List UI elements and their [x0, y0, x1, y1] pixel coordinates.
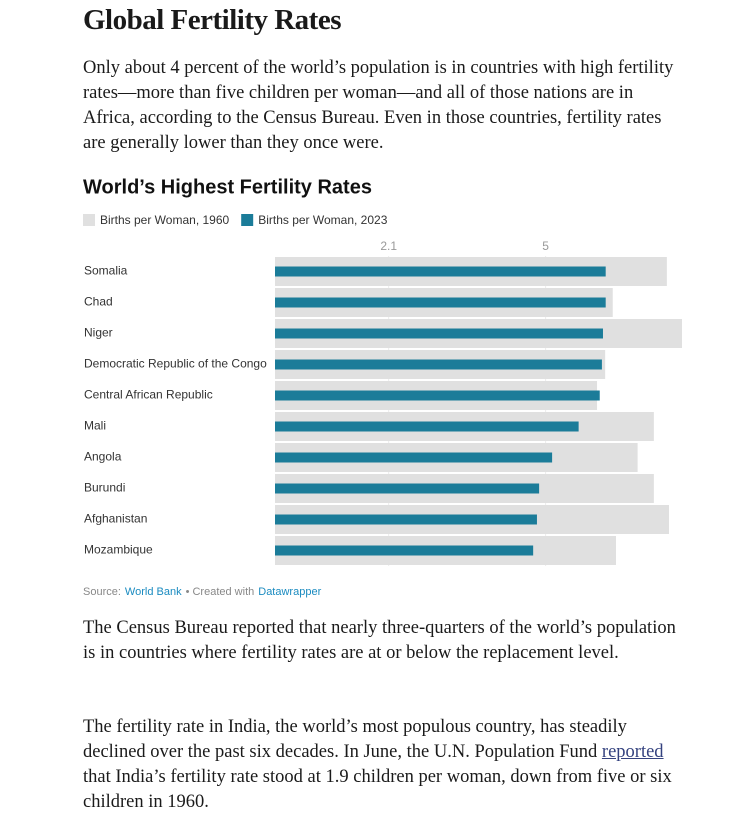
source-line: Source: World Bank • Created with Datawrapp… [83, 586, 322, 598]
y-tick-label: Afghanistan [84, 512, 147, 526]
bar [275, 545, 534, 556]
legend-label: Births per Woman, 2023 [258, 213, 388, 227]
y-tick-label: Chad [84, 295, 113, 309]
x-tick-label: 5 [542, 239, 549, 253]
credit: • Created with [186, 586, 255, 598]
legend-label: Births per Woman, 1960 [100, 213, 230, 227]
paragraph: The Census Bureau reported that nearly t… [83, 618, 676, 663]
bar [275, 359, 602, 370]
y-tick-label: Angola [84, 450, 122, 464]
source-label: Source: [83, 586, 121, 598]
bar [275, 514, 537, 525]
y-tick-label: Mozambique [84, 543, 153, 557]
bar [275, 421, 579, 432]
chart-title: World’s Highest Fertility Rates [83, 176, 372, 198]
y-tick-label: Central African Republic [84, 388, 213, 402]
paragraph: The fertility rate in India, the world’s… [83, 715, 683, 815]
bar [275, 297, 606, 308]
paragraph-text: The fertility rate in India, the world’s… [83, 717, 627, 762]
chart: World’s Highest Fertility Rates Births p… [83, 176, 682, 598]
intro-paragraph: Only about 4 percent of the world’s popu… [83, 58, 674, 153]
bar [275, 390, 600, 401]
y-tick-label: Somalia [84, 264, 128, 278]
y-tick-label: Niger [84, 326, 113, 340]
paragraph-link[interactable]: reported [601, 742, 664, 762]
y-tick-label: Burundi [84, 481, 125, 495]
bar [275, 328, 603, 339]
page-title: Global Fertility Rates [83, 4, 342, 36]
source-link[interactable]: World Bank [125, 586, 182, 598]
y-tick-label: Democratic Republic of the Congo [84, 357, 267, 371]
x-tick-label: 2.1 [380, 239, 397, 253]
tool-link[interactable]: Datawrapper [258, 586, 321, 598]
bar [275, 266, 606, 277]
y-tick-label: Mali [84, 419, 106, 433]
bar [275, 452, 553, 463]
bar [275, 483, 540, 494]
legend-swatch [241, 214, 254, 226]
legend-swatch [83, 214, 95, 226]
paragraph-text: that India’s fertility rate stood at 1.9… [83, 767, 672, 812]
